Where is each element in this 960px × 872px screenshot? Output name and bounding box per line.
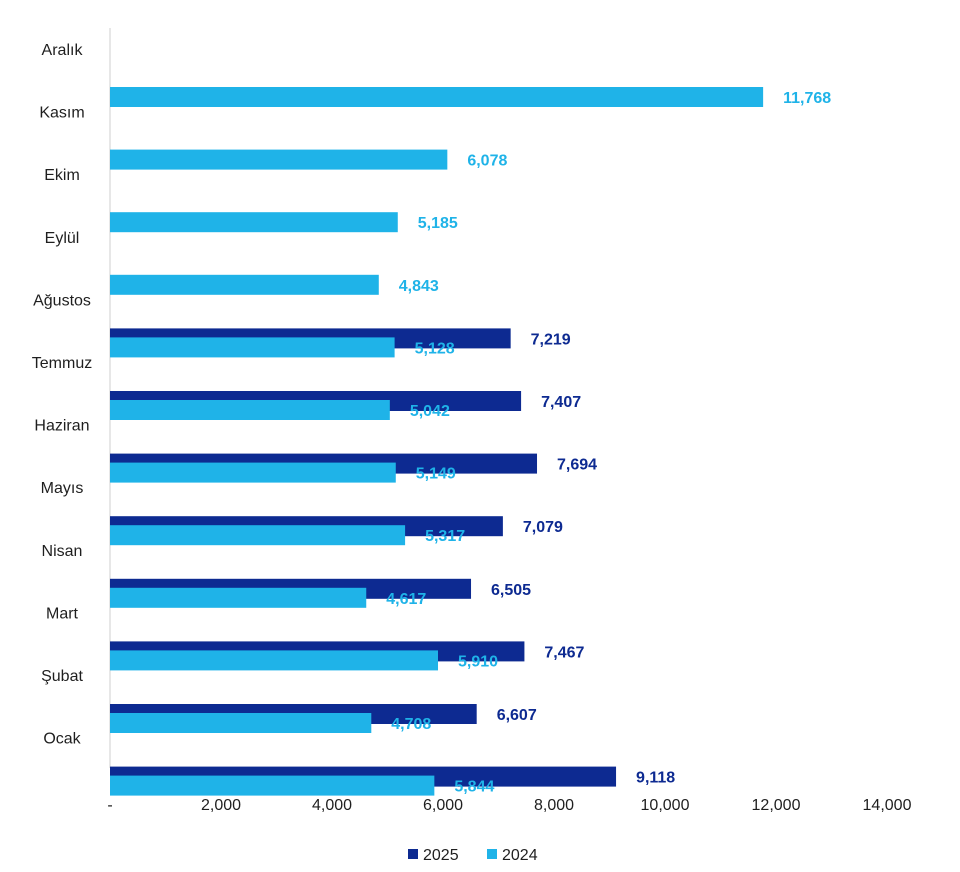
category-label: Mayıs bbox=[41, 480, 84, 497]
bar-2024 bbox=[110, 87, 764, 107]
x-tick-label: 8,000 bbox=[534, 797, 574, 814]
x-tick-label: - bbox=[107, 797, 112, 814]
data-label-2024: 5,042 bbox=[410, 403, 450, 420]
data-label-2025: 7,407 bbox=[541, 394, 581, 411]
x-tick-label: 12,000 bbox=[752, 797, 801, 814]
data-label-2024: 5,128 bbox=[415, 340, 455, 357]
data-label-2024: 5,844 bbox=[454, 779, 494, 796]
bar-2024 bbox=[110, 212, 398, 233]
bar-2024 bbox=[110, 525, 406, 546]
data-label-2024: 4,843 bbox=[399, 278, 439, 295]
category-label: Eylül bbox=[45, 230, 80, 247]
category-label: Ocak bbox=[43, 731, 81, 748]
category-label: Haziran bbox=[34, 418, 89, 435]
category-label: Temmuz bbox=[32, 355, 92, 372]
data-label-2025: 7,467 bbox=[544, 644, 584, 661]
data-label-2025: 7,694 bbox=[557, 457, 597, 474]
data-label-2024: 6,078 bbox=[467, 153, 507, 170]
data-label-2025: 7,219 bbox=[531, 331, 571, 348]
x-tick-label: 14,000 bbox=[863, 797, 912, 814]
category-label: Ekim bbox=[44, 167, 80, 184]
data-label-2024: 5,910 bbox=[458, 653, 498, 670]
bar-2024 bbox=[110, 337, 395, 358]
x-tick-label: 10,000 bbox=[641, 797, 690, 814]
legend-label-2024: 2024 bbox=[502, 847, 538, 864]
data-label-2024: 4,708 bbox=[391, 716, 431, 733]
category-label: Nisan bbox=[42, 543, 83, 560]
bar-2024 bbox=[110, 149, 448, 170]
category-label: Mart bbox=[46, 605, 79, 622]
legend: 2025 2024 bbox=[408, 847, 538, 864]
bar-2024 bbox=[110, 713, 372, 733]
legend-label-2025: 2025 bbox=[423, 847, 459, 864]
bar-2024 bbox=[110, 462, 396, 483]
data-label-2025: 6,607 bbox=[497, 707, 537, 724]
category-label: Kasım bbox=[39, 105, 84, 122]
x-tick-label: 6,000 bbox=[423, 797, 463, 814]
axis-layer: - 2,000 4,000 6,000 8,000 10,000 12,000 14,000 bbox=[107, 28, 912, 814]
legend-swatch-2024 bbox=[487, 849, 497, 859]
data-label-2024: 5,185 bbox=[418, 215, 458, 232]
bar-2024 bbox=[110, 775, 435, 796]
data-label-2024: 11,768 bbox=[783, 90, 831, 107]
bars-layer bbox=[110, 87, 764, 796]
x-tick-label: 4,000 bbox=[312, 797, 352, 814]
data-label-2024: 5,317 bbox=[425, 528, 465, 545]
data-label-2024: 4,617 bbox=[386, 591, 426, 608]
bar-2024 bbox=[110, 650, 439, 671]
bar-2024 bbox=[110, 587, 367, 608]
data-label-2025: 6,505 bbox=[491, 582, 531, 599]
x-tick-label: 2,000 bbox=[201, 797, 241, 814]
bar-2024 bbox=[110, 400, 390, 420]
data-label-2025: 7,079 bbox=[523, 519, 563, 536]
labels-layer: Aralık 11,768 Kasım 6,078 Ekim 5,185 Eylül 4,84… bbox=[32, 42, 832, 796]
data-label-2025: 9,118 bbox=[636, 770, 675, 787]
legend-swatch-2025 bbox=[408, 849, 418, 859]
category-label: Aralık bbox=[42, 42, 84, 59]
category-label: Şubat bbox=[41, 668, 83, 685]
bar-2024 bbox=[110, 274, 379, 295]
data-label-2024: 5,149 bbox=[416, 466, 456, 483]
category-label: Ağustos bbox=[33, 292, 91, 309]
